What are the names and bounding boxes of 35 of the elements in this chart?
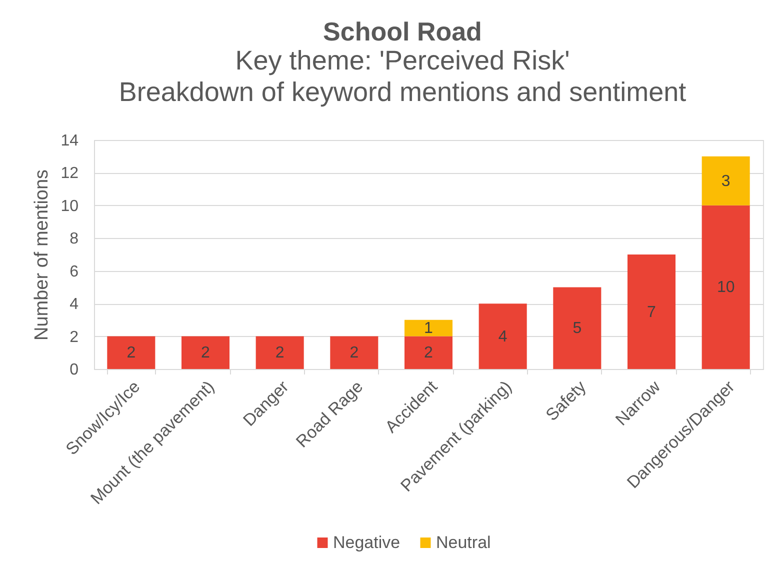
y-tick-label: 4 xyxy=(70,296,79,314)
bar xyxy=(478,304,527,369)
y-tick-label: 14 xyxy=(60,132,79,150)
data-label: 10 xyxy=(716,279,735,296)
y-tick-label: 12 xyxy=(60,165,79,182)
y-tick-label: 0 xyxy=(70,362,79,378)
chart-title: School Road xyxy=(323,16,482,46)
bar xyxy=(404,320,453,336)
data-label: 3 xyxy=(721,172,730,190)
bar xyxy=(553,287,602,369)
data-label: 1 xyxy=(424,320,434,338)
bar xyxy=(107,336,156,369)
y-tick-label: 6 xyxy=(70,263,79,280)
bar xyxy=(702,205,750,369)
legend-label: Neutral xyxy=(436,532,491,552)
data-label: 2 xyxy=(424,344,434,362)
data-label: 7 xyxy=(647,304,656,321)
y-tick-label: 8 xyxy=(70,230,79,248)
data-label: 2 xyxy=(350,344,359,362)
y-tick-label: 2 xyxy=(70,328,79,346)
data-label: 2 xyxy=(126,344,136,362)
bar xyxy=(702,156,750,206)
chart-subtitle: Key theme: 'Perceived Risk' Breakdown of keyword mentions and sentiment xyxy=(118,46,687,107)
y-axis-title: Number of mentions xyxy=(32,169,53,341)
legend-label: Negative xyxy=(333,532,400,552)
bar xyxy=(181,336,230,369)
data-label: 5 xyxy=(572,320,582,338)
bar xyxy=(256,336,304,369)
bar xyxy=(627,254,676,369)
data-label: 2 xyxy=(275,344,284,362)
data-label: 2 xyxy=(201,344,210,362)
bar xyxy=(404,336,453,369)
y-tick-label: 10 xyxy=(60,198,79,215)
data-label: 4 xyxy=(498,328,508,346)
bar xyxy=(330,336,378,369)
